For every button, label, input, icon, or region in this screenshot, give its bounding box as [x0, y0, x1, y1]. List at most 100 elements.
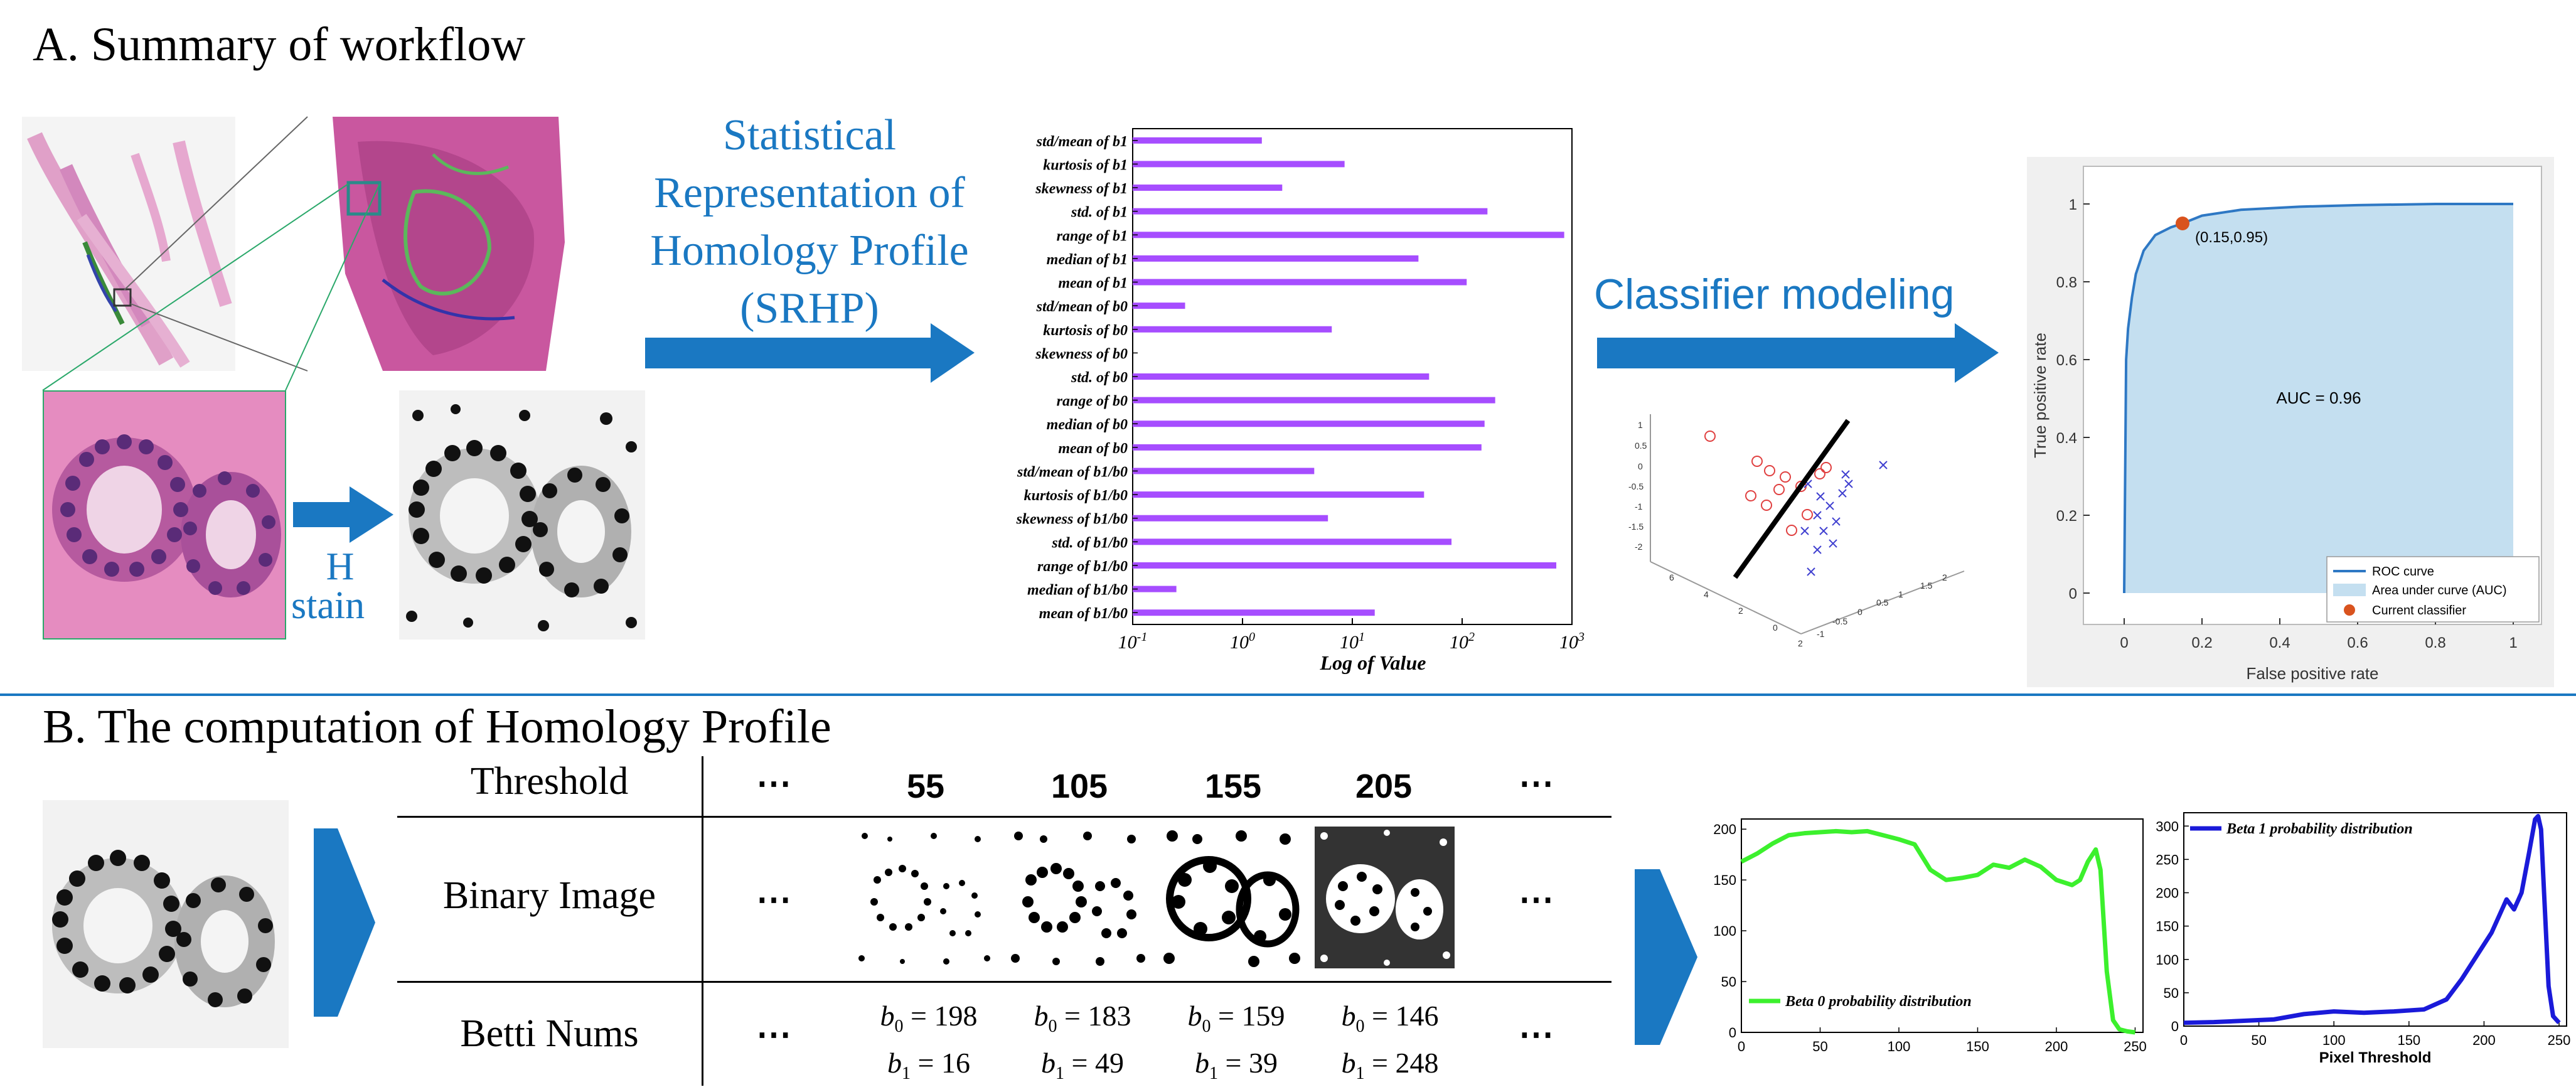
table-rule-1	[397, 816, 1611, 818]
xtick-label: 50	[1812, 1039, 1827, 1054]
svg-text:1: 1	[1638, 420, 1643, 430]
ytick-label: 150	[1713, 872, 1736, 888]
ytick-label: 100	[1713, 923, 1736, 939]
betti-b1-line: b1 = 248	[1341, 1047, 1439, 1084]
bar	[1133, 562, 1557, 569]
bar-category-label: range of b1/b0	[1037, 559, 1128, 575]
section-divider	[0, 693, 2576, 696]
roc-ytick-label: 0.2	[2056, 508, 2077, 525]
xtick-label: 200	[2472, 1032, 2496, 1048]
bar-category-label: kurtosis of b0	[1043, 323, 1128, 339]
betti-b1-value: 39	[1248, 1047, 1278, 1079]
betti-b0-line: b0 = 146	[1341, 1000, 1439, 1037]
legend: Beta 0 probability distribution	[1749, 993, 1972, 1010]
betti-cell-55: b0 = 198 b1 = 16	[860, 998, 998, 1092]
ytick-label: 0	[1729, 1025, 1736, 1041]
srhp-bar-chart: Log of Value std/mean of b1 kurtosis of b…	[1016, 128, 1585, 674]
roc-xtick-label: 1	[2509, 634, 2517, 651]
roc-xtick-label: 0.4	[2269, 634, 2290, 651]
svg-text:6: 6	[1669, 572, 1674, 582]
svg-text:-1: -1	[1817, 629, 1825, 639]
betti-b1-line: b1 = 49	[1041, 1047, 1124, 1084]
bar	[1133, 302, 1185, 309]
roc-xtick-label: 0.8	[2425, 634, 2445, 651]
svg-text:1.5: 1.5	[1920, 581, 1933, 591]
bar-xtick-label: 10-1	[1118, 630, 1148, 653]
betti-b1-line: b1 = 16	[887, 1047, 970, 1084]
beta0-distribution-chart: 0 50 100 150 200 250 0 50 100 150 200 Beta 0 probab…	[1713, 818, 2147, 1054]
bar	[1133, 491, 1424, 498]
binary-image-55	[852, 823, 998, 972]
ellipsis-binary-right: ⋯	[1519, 879, 1554, 919]
beta1-distribution-chart: 0 50 100 150 200 250 0 50 100 150 200 250 300 Beta 1 …	[2156, 812, 2570, 1066]
ytick-label: 200	[2156, 886, 2179, 901]
roc-legend-item: Current classifier	[2372, 604, 2466, 618]
srhp-line-2: Representation of	[654, 169, 965, 217]
bar	[1133, 444, 1482, 451]
classifier-3d-scatter: 1 0.5 0 -0.5 -1 -1.5 -2 6 4 2 0 2 -1 -0.5 0 0.5 1 1.5 2	[1628, 414, 1965, 648]
binary-image-155	[1160, 823, 1306, 972]
svg-text:1: 1	[1898, 589, 1903, 599]
input-arrow	[314, 828, 375, 1017]
h-stain-label: H	[315, 546, 365, 587]
roc-legend: ROC curve Area under curve (AUC) Current c…	[2326, 556, 2540, 623]
ellipsis-threshold-right: ⋯	[1519, 763, 1554, 803]
svg-text:-2: -2	[1635, 542, 1643, 552]
svg-text:-1.5: -1.5	[1628, 522, 1643, 532]
betti-b0-line: b0 = 159	[1187, 1000, 1285, 1037]
legend-label: Beta 0 probability distribution	[1785, 993, 1972, 1010]
distribution-line	[1740, 828, 2135, 1035]
binary-image-105	[1006, 823, 1152, 972]
bar-chart-xlabel: Log of Value	[1320, 651, 1426, 674]
input-grayscale-image	[43, 800, 289, 1048]
srhp-line-1: Statistical	[722, 111, 897, 159]
svg-text:2: 2	[1798, 638, 1803, 648]
ellipsis-betti-right: ⋯	[1519, 1014, 1554, 1054]
ytick-label: 250	[2156, 852, 2179, 867]
bar-category-label: std/mean of b1/b0	[1017, 464, 1128, 480]
bar-category-label: std. of b0	[1071, 370, 1128, 386]
bar-category-label: kurtosis of b1/b0	[1024, 488, 1128, 504]
svg-text:0.5: 0.5	[1635, 441, 1647, 451]
betti-b0-line: b0 = 198	[880, 1000, 978, 1037]
bar-xtick-label: 102	[1450, 630, 1475, 653]
xtick-label: 0	[1738, 1039, 1745, 1054]
bar-category-label: std/mean of b1	[1036, 134, 1128, 150]
row-header-threshold: Threshold	[470, 760, 629, 803]
betti-b1-value: 16	[941, 1047, 970, 1079]
bar-category-label: std. of b1	[1071, 205, 1128, 221]
threshold-value: 55	[906, 768, 945, 805]
betti-b0-value: 198	[934, 1000, 978, 1032]
bar	[1133, 232, 1564, 238]
bar	[1133, 208, 1488, 215]
betti-b1-value: 248	[1395, 1047, 1439, 1079]
classifier-arrow	[1597, 323, 1999, 383]
ytick-label: 50	[1721, 974, 1736, 990]
roc-xtick-label: 0	[2120, 634, 2128, 651]
plot-frame	[2183, 812, 2567, 1027]
svg-text:-1: -1	[1635, 501, 1643, 511]
roc-legend-swatch-area	[2333, 584, 2366, 596]
bar-category-label: std/mean of b0	[1036, 299, 1128, 315]
roc-legend-item: ROC curve	[2372, 565, 2434, 579]
betti-b0-value: 159	[1241, 1000, 1285, 1032]
bar-category-label: median of b0	[1047, 417, 1128, 433]
bar-xtick-label: 103	[1559, 630, 1585, 653]
bar-category-label: mean of b1	[1058, 276, 1128, 292]
xtick-label: 200	[2045, 1039, 2068, 1054]
xtick-label: 100	[2322, 1032, 2346, 1048]
bar-xtick-label: 100	[1230, 630, 1255, 653]
roc-ytick-label: 0	[2069, 586, 2077, 602]
bar-category-label: range of b1	[1057, 228, 1128, 244]
bar-category-label: range of b0	[1057, 393, 1128, 410]
ellipsis-threshold-left: ⋯	[756, 763, 791, 803]
xtick-label: 0	[2180, 1032, 2188, 1048]
row-header-betti-nums: Betti Nums	[460, 1012, 639, 1055]
legend: Beta 1 probability distribution	[2190, 821, 2413, 837]
roc-auc-area	[2124, 204, 2513, 593]
betti-cell-155: b0 = 159 b1 = 39	[1167, 998, 1305, 1092]
binary-image-205	[1312, 823, 1458, 972]
roc-legend-swatch-point	[2344, 604, 2355, 616]
threshold-value: 155	[1204, 768, 1262, 805]
